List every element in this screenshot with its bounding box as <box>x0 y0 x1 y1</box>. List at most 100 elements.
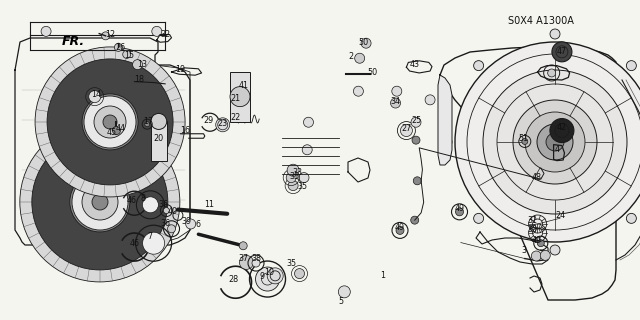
Text: 29: 29 <box>203 116 213 125</box>
Polygon shape <box>438 75 452 165</box>
Circle shape <box>456 208 463 216</box>
Circle shape <box>268 268 283 284</box>
Text: FR.: FR. <box>61 35 84 48</box>
Text: 4: 4 <box>554 145 559 154</box>
Circle shape <box>525 112 585 172</box>
Circle shape <box>103 115 117 129</box>
Text: 22: 22 <box>230 113 241 122</box>
Text: 49: 49 <box>454 204 465 213</box>
Circle shape <box>286 172 296 183</box>
Circle shape <box>239 255 253 269</box>
Circle shape <box>113 126 120 134</box>
Text: 48: 48 <box>531 173 541 182</box>
Circle shape <box>538 240 544 247</box>
Text: 24: 24 <box>555 211 565 220</box>
Circle shape <box>288 180 298 191</box>
Text: 37: 37 <box>238 254 248 263</box>
Text: 26: 26 <box>115 43 125 52</box>
Text: 42: 42 <box>557 123 567 132</box>
Circle shape <box>294 268 305 279</box>
Text: 50: 50 <box>358 38 369 47</box>
Text: 47: 47 <box>557 47 567 56</box>
Text: 13: 13 <box>137 60 147 69</box>
Circle shape <box>151 113 166 129</box>
Circle shape <box>396 227 404 234</box>
Circle shape <box>82 184 118 220</box>
Circle shape <box>32 134 168 270</box>
Text: 1: 1 <box>380 271 385 280</box>
Text: 51: 51 <box>518 134 529 143</box>
Circle shape <box>84 96 136 148</box>
Text: 38: 38 <box>251 254 261 263</box>
Circle shape <box>411 117 421 127</box>
Bar <box>230 72 250 122</box>
Text: 2: 2 <box>348 52 353 61</box>
Circle shape <box>474 60 484 71</box>
Text: 19: 19 <box>175 65 186 74</box>
Circle shape <box>230 87 250 107</box>
Text: 44: 44 <box>115 124 125 133</box>
Circle shape <box>216 118 230 132</box>
Circle shape <box>239 242 247 250</box>
Text: 18: 18 <box>134 75 145 84</box>
Text: 49: 49 <box>531 236 541 245</box>
Circle shape <box>392 86 402 96</box>
Circle shape <box>412 136 420 144</box>
Circle shape <box>302 145 312 155</box>
Circle shape <box>355 53 365 63</box>
Circle shape <box>550 29 560 39</box>
Circle shape <box>550 245 560 255</box>
Circle shape <box>94 106 126 138</box>
Circle shape <box>163 208 170 213</box>
Text: 23: 23 <box>218 119 228 128</box>
Text: 32: 32 <box>160 30 170 39</box>
Circle shape <box>413 177 421 185</box>
Circle shape <box>152 26 162 36</box>
Text: 20: 20 <box>154 134 164 143</box>
Circle shape <box>474 213 484 223</box>
Text: 5: 5 <box>338 297 343 306</box>
Text: 8: 8 <box>140 194 145 203</box>
Text: 14: 14 <box>91 90 101 99</box>
Circle shape <box>255 267 280 291</box>
Text: 12: 12 <box>105 30 115 39</box>
Text: 41: 41 <box>238 81 248 90</box>
Circle shape <box>513 100 597 184</box>
Circle shape <box>361 38 371 48</box>
Text: 36: 36 <box>160 220 170 228</box>
Text: 6: 6 <box>196 220 201 229</box>
Circle shape <box>299 172 309 183</box>
Text: 35: 35 <box>297 182 307 191</box>
Circle shape <box>550 118 574 142</box>
Circle shape <box>132 60 143 70</box>
Text: 7: 7 <box>148 232 153 241</box>
Circle shape <box>627 213 636 223</box>
Circle shape <box>531 251 541 261</box>
Text: 15: 15 <box>124 51 134 60</box>
Circle shape <box>540 250 550 260</box>
Circle shape <box>20 122 180 282</box>
Text: 39: 39 <box>182 217 192 226</box>
Circle shape <box>145 122 150 127</box>
Circle shape <box>168 225 175 233</box>
Text: 43: 43 <box>410 60 420 69</box>
Text: 17: 17 <box>143 117 154 126</box>
Circle shape <box>401 124 412 137</box>
Circle shape <box>483 70 627 214</box>
Text: 16: 16 <box>180 126 191 135</box>
Circle shape <box>252 259 260 267</box>
Circle shape <box>123 51 131 59</box>
Text: 46: 46 <box>129 239 140 248</box>
Circle shape <box>627 60 636 71</box>
Circle shape <box>72 174 128 230</box>
Circle shape <box>442 137 452 147</box>
Circle shape <box>522 139 528 144</box>
Text: 9: 9 <box>260 272 265 281</box>
Text: 34: 34 <box>390 97 401 106</box>
Text: 35: 35 <box>289 172 300 181</box>
Circle shape <box>92 194 108 210</box>
Circle shape <box>35 47 185 197</box>
Text: 45: 45 <box>107 128 117 137</box>
Text: 11: 11 <box>204 200 214 209</box>
Text: 27: 27 <box>401 124 412 133</box>
